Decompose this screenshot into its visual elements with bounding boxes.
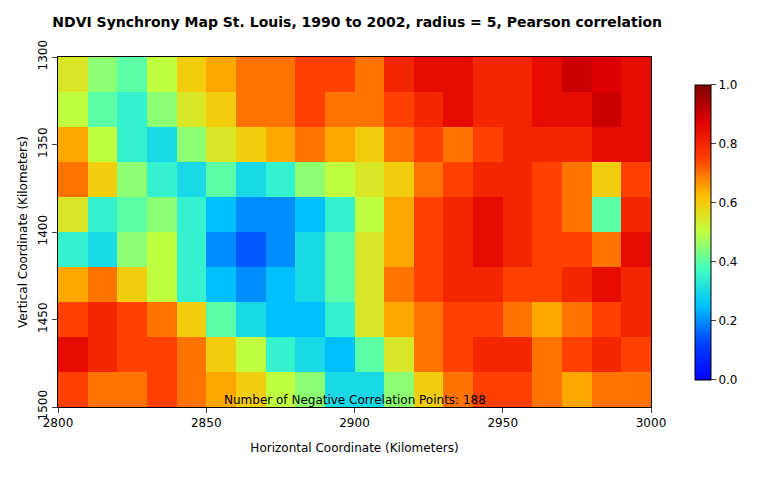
svg-text:NDVI Synchrony Map St. Louis,: NDVI Synchrony Map St. Louis, 1990 to 20… xyxy=(52,14,662,30)
svg-text:Vertical Coordinate (Kilometer: Vertical Coordinate (Kilometers) xyxy=(16,136,30,328)
svg-text:3000: 3000 xyxy=(636,416,667,430)
svg-text:1450: 1450 xyxy=(36,302,50,333)
svg-text:1300: 1300 xyxy=(36,40,50,71)
svg-text:0.0: 0.0 xyxy=(718,373,737,387)
svg-text:1.0: 1.0 xyxy=(718,78,737,92)
svg-text:0.8: 0.8 xyxy=(718,137,737,151)
svg-text:2900: 2900 xyxy=(339,416,370,430)
svg-text:2950: 2950 xyxy=(487,416,518,430)
svg-text:2800: 2800 xyxy=(43,416,74,430)
svg-text:1350: 1350 xyxy=(36,127,50,158)
svg-text:1500: 1500 xyxy=(36,390,50,421)
svg-text:0.6: 0.6 xyxy=(718,196,737,210)
svg-text:Number of Negative Correlation: Number of Negative Correlation Points: 1… xyxy=(224,393,486,407)
svg-text:0.4: 0.4 xyxy=(718,255,737,269)
svg-text:0.2: 0.2 xyxy=(718,314,737,328)
svg-text:2850: 2850 xyxy=(191,416,222,430)
svg-text:Horizontal Coordinate (Kilomet: Horizontal Coordinate (Kilometers) xyxy=(250,441,458,455)
svg-text:1400: 1400 xyxy=(36,215,50,246)
